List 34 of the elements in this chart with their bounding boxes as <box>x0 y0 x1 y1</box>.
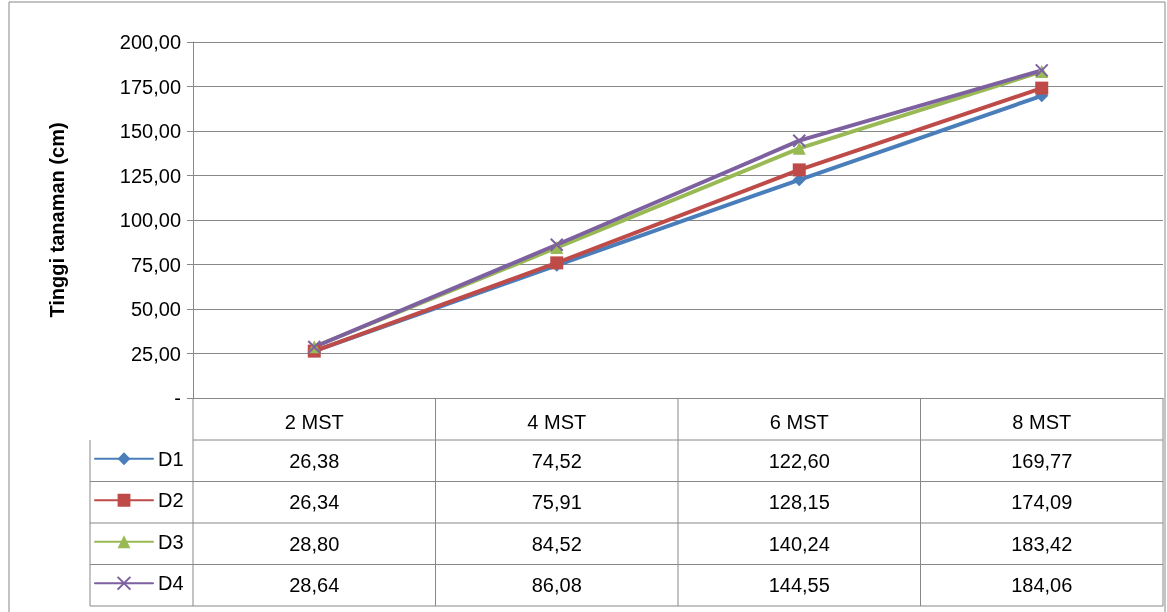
data-label: 184,06 <box>1011 574 1073 597</box>
data-label: 86,08 <box>531 574 582 597</box>
x-tick-label: 6 MST <box>769 411 829 433</box>
data-label: 84,52 <box>531 532 582 555</box>
y-tick-label: 25,00 <box>130 342 181 365</box>
y-tick-label: 150,00 <box>119 120 181 142</box>
y-tick-label: 200,00 <box>119 31 181 53</box>
data-label: 28,64 <box>289 574 340 597</box>
data-label: 74,52 <box>531 449 582 472</box>
data-label: 144,55 <box>768 574 830 597</box>
x-tick-label: 8 MST <box>1012 411 1072 433</box>
legend-label: D3 <box>158 530 184 553</box>
x-tick-label: 4 MST <box>527 411 587 433</box>
y-tick-label: 75,00 <box>130 253 181 276</box>
y-tick-label: 50,00 <box>130 298 181 320</box>
y-tick-label: 125,00 <box>119 164 181 187</box>
legend-label: D1 <box>158 447 184 470</box>
y-tick-label: 100,00 <box>119 209 181 231</box>
data-label: 28,80 <box>289 532 340 555</box>
data-label: 26,38 <box>289 449 340 472</box>
y-tick-label: 175,00 <box>119 75 181 98</box>
data-label: 128,15 <box>768 491 830 514</box>
legend-label: D2 <box>158 489 184 512</box>
data-label: 169,77 <box>1011 449 1073 472</box>
legend-label: D4 <box>158 572 184 595</box>
data-label: 122,60 <box>768 449 830 472</box>
data-label: 26,34 <box>289 491 340 514</box>
data-label: 174,09 <box>1011 491 1073 514</box>
x-tick-label: 2 MST <box>284 411 344 433</box>
data-label: 75,91 <box>531 491 582 514</box>
y-axis-title: Tinggi tanaman (cm) <box>46 122 68 318</box>
data-label: 183,42 <box>1011 532 1073 555</box>
y-tick-label: - <box>174 387 181 409</box>
data-label: 140,24 <box>768 532 830 555</box>
